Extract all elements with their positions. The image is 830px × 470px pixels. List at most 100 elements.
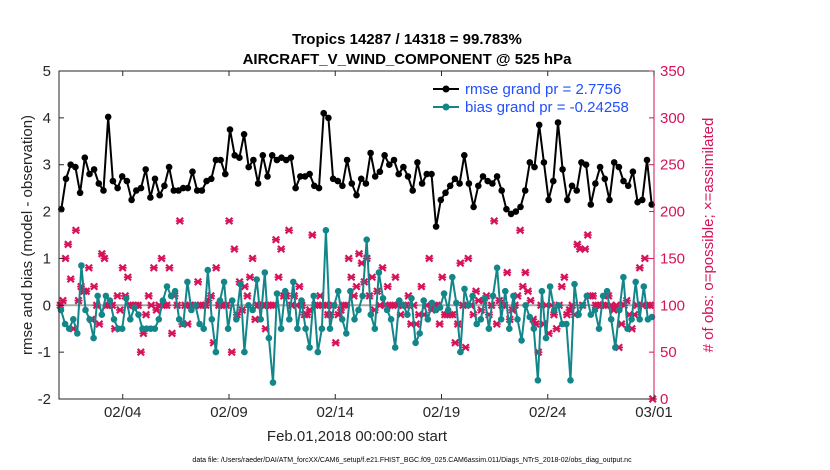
bias-point: [612, 344, 619, 351]
count-marker: [284, 226, 293, 235]
bias-point: [98, 311, 106, 319]
chart-title-line2: AIRCRAFT_V_WIND_COMPONENT @ 525 hPa: [243, 51, 573, 68]
bias-point: [306, 344, 313, 351]
count-marker: [417, 282, 426, 291]
count-marker: [526, 296, 535, 305]
bias-point: [273, 290, 281, 297]
bias-point: [595, 325, 603, 333]
bias-series-group: [57, 227, 656, 386]
bias-point: [110, 316, 118, 323]
bias-point: [269, 379, 277, 386]
rmse-point: [170, 187, 178, 194]
rmse-point: [639, 196, 646, 204]
count-marker: [560, 273, 569, 282]
rmse-point: [573, 187, 580, 194]
y-left-tick-label: -1: [38, 344, 51, 361]
bias-point: [216, 297, 224, 304]
rmse-point: [423, 170, 431, 178]
rmse-point: [245, 163, 252, 171]
y-left-tick-label: 1: [43, 250, 51, 267]
bias-point: [575, 311, 582, 319]
count-marker: [230, 245, 239, 254]
bias-point: [363, 236, 371, 243]
rmse-point: [268, 152, 276, 159]
bias-point: [546, 283, 554, 290]
count-marker: [245, 273, 254, 282]
rmse-point: [629, 168, 637, 175]
bias-point: [78, 262, 85, 269]
rmse-point: [470, 203, 477, 211]
bias-point: [514, 316, 521, 323]
rmse-point: [559, 166, 566, 173]
bias-point: [485, 325, 493, 333]
footnote-data-file: data file: /Users/raeder/DAI/ATM_forcXX/…: [192, 457, 632, 464]
count-marker: [97, 249, 106, 258]
bias-point: [163, 283, 171, 290]
x-axis-label: Feb.01,2018 00:00:00 start: [267, 428, 448, 445]
rmse-point: [648, 201, 655, 208]
bias-point: [457, 348, 464, 356]
rmse-point: [620, 177, 627, 185]
rmse-point: [400, 163, 407, 171]
rmse-point: [512, 208, 520, 215]
count-marker: [165, 263, 174, 272]
bias-point: [200, 325, 207, 333]
count-marker: [435, 320, 444, 329]
count-marker: [227, 348, 236, 357]
count-marker: [243, 291, 252, 300]
rmse-point: [456, 180, 463, 187]
bias-point: [616, 306, 623, 314]
bias-point: [371, 325, 379, 333]
bias-point: [253, 276, 260, 283]
bias-point: [212, 348, 220, 356]
count-marker: [344, 254, 353, 263]
bias-point: [351, 316, 358, 323]
rmse-point: [582, 161, 590, 168]
bias-point: [290, 278, 297, 286]
bias-point: [298, 297, 305, 304]
rmse-point: [353, 191, 360, 199]
rmse-point: [222, 170, 229, 178]
count-marker: [352, 282, 361, 291]
bias-point: [82, 306, 89, 314]
count-marker: [248, 254, 257, 263]
x-tick-label: 02/19: [423, 404, 461, 421]
bias-point: [106, 297, 114, 304]
y-right-tick-label: 300: [660, 110, 685, 127]
bias-point: [245, 302, 252, 309]
rmse-point: [151, 175, 159, 183]
bias-point: [318, 325, 326, 333]
bias-point: [391, 344, 399, 351]
count-marker: [144, 291, 153, 300]
bias-point: [171, 287, 179, 295]
rmse-point: [465, 180, 473, 187]
rmse-point: [564, 196, 571, 204]
bias-point: [416, 330, 424, 337]
x-tick-label: 02/09: [210, 404, 248, 421]
rmse-point: [128, 196, 135, 204]
bias-point: [167, 292, 175, 300]
bias-point: [526, 313, 533, 321]
rmse-point: [240, 131, 248, 138]
rmse-point: [489, 180, 496, 187]
count-marker: [113, 291, 122, 300]
count-marker: [194, 277, 203, 286]
count-marker: [516, 226, 525, 235]
bias-point: [465, 302, 472, 309]
rmse-point: [161, 182, 168, 190]
bias-point: [224, 325, 232, 333]
count-marker: [100, 254, 109, 263]
bias-point: [184, 278, 191, 286]
rmse-point: [137, 184, 145, 192]
bias-point: [334, 287, 342, 295]
bias-point: [347, 287, 354, 295]
rmse-point: [367, 149, 374, 157]
rmse-point: [475, 182, 482, 190]
count-marker: [149, 263, 158, 272]
bias-point: [396, 297, 403, 304]
count-marker: [552, 324, 561, 333]
rmse-point: [306, 170, 313, 178]
bias-point: [61, 320, 69, 328]
bias-point: [135, 311, 142, 319]
bias-point: [587, 311, 595, 319]
